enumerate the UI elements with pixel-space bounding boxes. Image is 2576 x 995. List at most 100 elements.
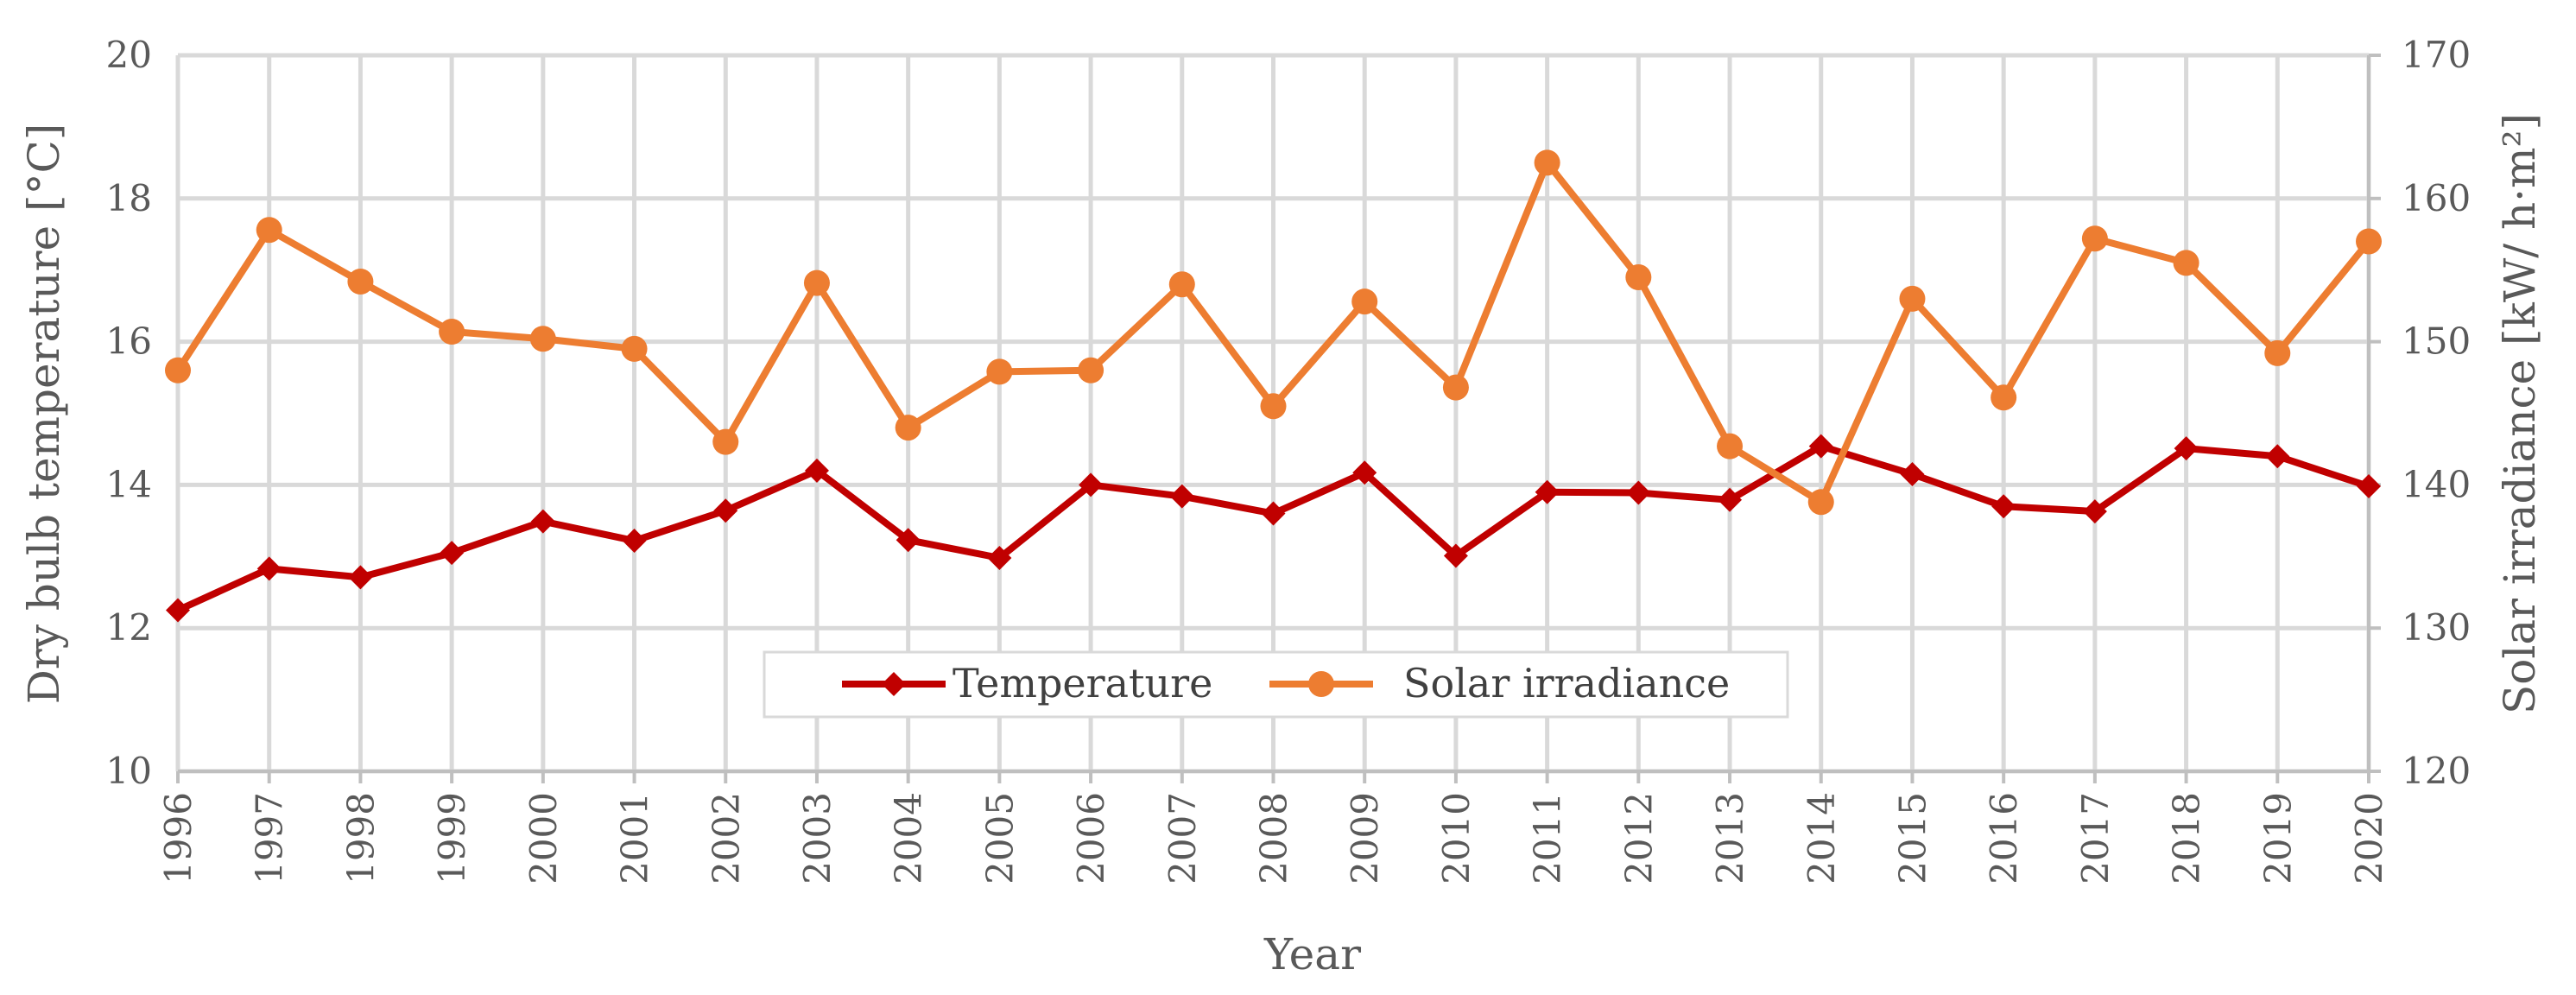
data-point-temperature — [1900, 461, 1925, 486]
y-tick-label: 14 — [106, 463, 152, 505]
data-point-temperature — [1991, 494, 2016, 519]
x-tick-label: 2002 — [705, 792, 747, 884]
data-point-temperature — [713, 498, 738, 523]
x-tick-label: 2013 — [1709, 792, 1751, 884]
data-point-temperature — [2357, 474, 2381, 499]
y-axis-title: Dry bulb temperature [°C] — [19, 124, 69, 705]
data-point-solar-irradiance — [2356, 228, 2382, 255]
data-point-solar-irradiance — [986, 358, 1013, 385]
x-axis-title: Year — [1263, 929, 1361, 979]
data-point-solar-irradiance — [803, 269, 830, 296]
x-tick-label: 2003 — [796, 792, 839, 884]
y2-tick-label: 140 — [2402, 463, 2471, 505]
y2-tick-label: 170 — [2402, 34, 2471, 76]
data-point-temperature — [1718, 487, 1743, 512]
x-tick-label: 2010 — [1435, 792, 1478, 884]
data-point-solar-irradiance — [1168, 271, 1195, 298]
axis-layer: 10 120 12 130 14 140 16 150 18 160 20 170 1996 1997 19… — [106, 34, 2472, 884]
y2-tick-label: 120 — [2402, 750, 2471, 792]
x-tick-label: 1996 — [157, 792, 199, 884]
data-point-temperature — [1261, 501, 1286, 526]
x-tick-label: 2008 — [1253, 792, 1295, 884]
x-tick-label: 2019 — [2256, 792, 2299, 884]
legend-label-solar-irradiance: Solar irradiance — [1403, 660, 1730, 707]
data-point-solar-irradiance — [2173, 250, 2199, 276]
data-point-temperature — [2174, 436, 2199, 461]
series-layer — [165, 149, 2382, 623]
x-tick-label: 1998 — [339, 792, 382, 884]
data-point-solar-irradiance — [1625, 263, 1652, 290]
x-tick-label: 1999 — [431, 792, 473, 884]
x-tick-label: 2020 — [2348, 792, 2390, 884]
data-point-temperature — [987, 545, 1012, 570]
x-tick-label: 2012 — [1617, 792, 1660, 884]
y2-tick-label: 130 — [2402, 606, 2471, 649]
data-point-solar-irradiance — [165, 357, 191, 383]
x-tick-label: 2015 — [1891, 792, 1934, 884]
data-point-solar-irradiance — [712, 428, 739, 455]
x-tick-label: 2014 — [1801, 792, 1843, 884]
data-point-solar-irradiance — [2264, 339, 2291, 366]
data-point-solar-irradiance — [529, 326, 556, 352]
x-tick-label: 2016 — [1983, 792, 2025, 884]
y2-axis-title: Solar irradiance [kW/ h·m²] — [2495, 113, 2545, 714]
data-point-solar-irradiance — [621, 335, 648, 362]
data-point-solar-irradiance — [1534, 149, 1560, 176]
data-point-temperature — [2082, 499, 2107, 524]
data-point-solar-irradiance — [1442, 374, 1469, 401]
legend-label-temperature: Temperature — [953, 660, 1212, 707]
data-point-solar-irradiance — [2081, 225, 2108, 252]
data-point-solar-irradiance — [895, 415, 921, 441]
series-temperature — [166, 434, 2381, 623]
x-tick-label: 2017 — [2074, 792, 2117, 884]
x-tick-label: 2011 — [1527, 792, 1569, 884]
x-tick-label: 2018 — [2166, 792, 2208, 884]
data-point-temperature — [622, 529, 647, 554]
data-point-solar-irradiance — [256, 217, 282, 244]
data-point-temperature — [1169, 484, 1194, 509]
data-point-solar-irradiance — [1807, 489, 1834, 516]
data-point-temperature — [530, 509, 555, 534]
x-tick-label: 2009 — [1344, 792, 1386, 884]
y2-tick-label: 150 — [2402, 320, 2471, 363]
data-point-temperature — [896, 528, 921, 553]
data-point-temperature — [1079, 472, 1104, 498]
data-point-solar-irradiance — [1899, 285, 1926, 312]
x-tick-label: 1997 — [249, 792, 291, 884]
legend: Temperature Solar irradiance — [763, 650, 1789, 719]
data-point-temperature — [256, 556, 282, 581]
x-tick-label: 2004 — [888, 792, 930, 884]
y-tick-label: 10 — [106, 750, 152, 792]
data-point-solar-irradiance — [347, 268, 374, 295]
y-tick-label: 18 — [106, 177, 152, 219]
data-point-solar-irradiance — [1717, 433, 1744, 459]
y2-tick-label: 160 — [2402, 177, 2471, 219]
data-point-solar-irradiance — [1260, 393, 1287, 420]
data-point-solar-irradiance — [1991, 384, 2017, 411]
legend-item-temperature: Temperature — [842, 660, 1212, 707]
series-solar-irradiance — [165, 149, 2382, 516]
data-point-temperature — [1352, 460, 1377, 485]
data-point-temperature — [1626, 480, 1651, 505]
data-point-temperature — [804, 458, 829, 483]
x-tick-label: 2001 — [614, 792, 656, 884]
data-point-temperature — [1808, 434, 1833, 459]
data-point-temperature — [1443, 543, 1468, 568]
y-tick-label: 20 — [106, 34, 152, 76]
x-tick-label: 2005 — [978, 792, 1021, 884]
x-tick-label: 2000 — [522, 792, 565, 884]
data-point-temperature — [1535, 479, 1560, 504]
data-point-solar-irradiance — [1351, 288, 1378, 315]
data-point-solar-irradiance — [439, 318, 465, 345]
legend-marker-solar-irradiance — [1308, 671, 1334, 697]
y-tick-label: 16 — [106, 320, 152, 363]
x-tick-label: 2007 — [1161, 792, 1204, 884]
y-tick-label: 12 — [106, 606, 152, 649]
data-point-temperature — [166, 598, 190, 623]
legend-marker-temperature — [882, 672, 906, 696]
data-point-temperature — [440, 541, 465, 566]
data-point-temperature — [2265, 444, 2290, 469]
data-point-solar-irradiance — [1078, 357, 1104, 383]
